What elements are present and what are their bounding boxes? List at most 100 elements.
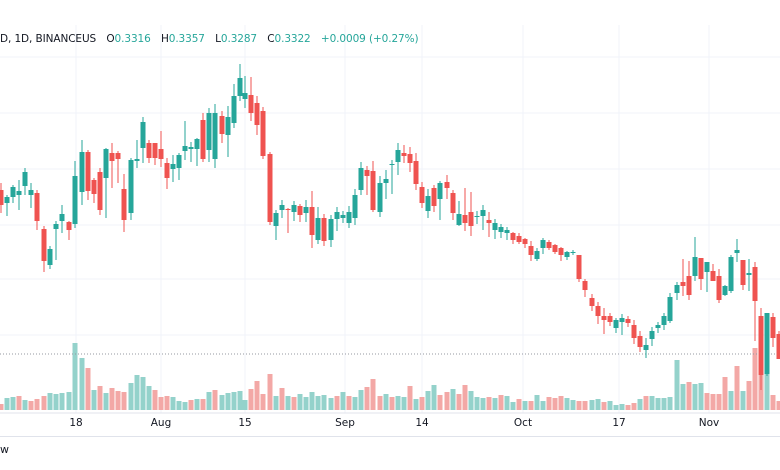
candle-body — [383, 179, 389, 183]
candle-body — [734, 250, 740, 253]
volume-bar — [661, 398, 667, 410]
volume-bar — [474, 397, 480, 410]
volume-bar — [340, 392, 346, 410]
time-axis-label: Aug — [150, 417, 172, 429]
volume-bar — [346, 396, 352, 410]
volume-bar — [260, 394, 266, 410]
candle-body — [570, 252, 576, 253]
volume-bar — [121, 392, 127, 410]
candle-body — [97, 172, 103, 210]
volume-bar — [297, 394, 303, 410]
time-axis-label: Nov — [698, 417, 720, 429]
candle-body — [340, 215, 346, 218]
volume-bar — [450, 389, 456, 410]
volume-bar — [570, 400, 576, 410]
candle-body — [59, 214, 65, 221]
volume-bar — [231, 392, 237, 410]
candle-body — [576, 255, 582, 279]
candle-body — [242, 93, 248, 99]
candle-body — [413, 161, 419, 184]
volume-bar — [637, 399, 643, 410]
candle-body — [176, 155, 182, 168]
volume-bar — [625, 405, 631, 410]
volume-bar — [303, 397, 309, 410]
candle-body — [407, 154, 413, 163]
volume-bar — [480, 398, 486, 410]
candle-body — [4, 197, 10, 203]
volume-bar — [291, 397, 297, 410]
volume-bar — [237, 391, 243, 410]
candle-body — [352, 195, 358, 218]
volume-bar — [22, 400, 28, 410]
candle-body — [254, 103, 260, 125]
candle-body — [462, 215, 468, 223]
volume-bar — [401, 397, 407, 410]
volume-bar — [613, 405, 619, 410]
volume-bar — [109, 388, 115, 410]
volume-bar — [53, 394, 59, 410]
candle-body — [0, 190, 4, 205]
candle-body — [328, 219, 334, 240]
candle-body — [637, 336, 643, 347]
volume-bar — [740, 391, 746, 410]
candle-body — [16, 191, 22, 195]
volume-bar — [364, 387, 370, 410]
candle-body — [692, 257, 698, 276]
volume-bar — [279, 388, 285, 410]
candle-body — [522, 239, 528, 244]
candle-body — [419, 187, 425, 203]
candle-body — [595, 306, 601, 316]
candle-body — [474, 216, 480, 217]
candle-body — [776, 334, 780, 359]
candle-body — [85, 152, 91, 191]
volume-bar — [0, 404, 4, 410]
volume-bar — [4, 398, 10, 410]
candle-body — [334, 212, 340, 219]
candle-body — [456, 214, 462, 225]
volume-bar — [431, 385, 437, 410]
volume-bar — [462, 385, 468, 410]
candle-body — [346, 212, 352, 223]
volume-bar — [188, 400, 194, 410]
candle-body — [740, 260, 746, 285]
volume-bar — [564, 398, 570, 410]
candle-body — [47, 249, 53, 265]
volume-bar — [321, 395, 327, 410]
volume-bar — [10, 397, 16, 410]
volume-bar — [504, 396, 510, 410]
candle-body — [752, 267, 758, 301]
candle-body — [444, 182, 450, 188]
candle-body — [53, 224, 59, 229]
volume-bar — [716, 394, 722, 410]
candle-body — [146, 143, 152, 158]
candle-body — [710, 271, 716, 281]
volume-bar — [437, 395, 443, 410]
candle-body — [273, 213, 279, 226]
candle-body — [321, 218, 327, 241]
high-value: 0.3357 — [168, 33, 205, 45]
candle-body — [722, 286, 728, 295]
volume-bar — [59, 393, 65, 410]
candlestick-chart[interactable] — [0, 0, 780, 436]
candle-body — [158, 149, 164, 159]
candle-body — [164, 163, 170, 178]
volume-bar — [589, 400, 595, 410]
volume-bar — [468, 391, 474, 410]
candle-body — [468, 212, 474, 226]
close-label: C — [267, 33, 275, 45]
candle-body — [79, 152, 85, 192]
candle-body — [450, 193, 456, 213]
candle-body — [601, 316, 607, 320]
volume-bar — [546, 397, 552, 410]
volume-bar — [47, 393, 53, 410]
volume-bar — [377, 396, 383, 410]
open-label: O — [106, 33, 115, 45]
volume-bar — [72, 343, 78, 410]
volume-bar — [643, 396, 649, 410]
candle-body — [389, 164, 395, 165]
volume-bar — [358, 390, 364, 410]
candle-body — [200, 120, 206, 159]
candle-body — [358, 168, 364, 190]
candle-body — [431, 188, 437, 206]
volume-bar — [328, 398, 334, 410]
